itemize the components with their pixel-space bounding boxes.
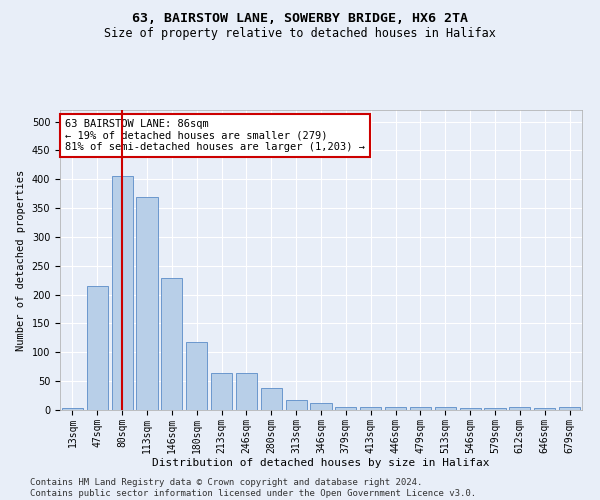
- Bar: [136, 196, 158, 410]
- Bar: [435, 407, 456, 410]
- Bar: [87, 286, 108, 410]
- Bar: [161, 278, 182, 410]
- X-axis label: Distribution of detached houses by size in Halifax: Distribution of detached houses by size …: [152, 458, 490, 468]
- Text: Size of property relative to detached houses in Halifax: Size of property relative to detached ho…: [104, 28, 496, 40]
- Bar: [62, 408, 83, 410]
- Bar: [360, 407, 381, 410]
- Text: 63, BAIRSTOW LANE, SOWERBY BRIDGE, HX6 2TA: 63, BAIRSTOW LANE, SOWERBY BRIDGE, HX6 2…: [132, 12, 468, 26]
- Bar: [410, 407, 431, 410]
- Bar: [186, 342, 207, 410]
- Bar: [112, 176, 133, 410]
- Bar: [509, 406, 530, 410]
- Bar: [335, 407, 356, 410]
- Bar: [559, 407, 580, 410]
- Bar: [460, 408, 481, 410]
- Bar: [211, 372, 232, 410]
- Bar: [484, 408, 506, 410]
- Y-axis label: Number of detached properties: Number of detached properties: [16, 170, 26, 350]
- Bar: [534, 408, 555, 410]
- Bar: [261, 388, 282, 410]
- Bar: [310, 403, 332, 410]
- Bar: [385, 407, 406, 410]
- Text: 63 BAIRSTOW LANE: 86sqm
← 19% of detached houses are smaller (279)
81% of semi-d: 63 BAIRSTOW LANE: 86sqm ← 19% of detache…: [65, 119, 365, 152]
- Bar: [236, 372, 257, 410]
- Bar: [286, 400, 307, 410]
- Text: Contains HM Land Registry data © Crown copyright and database right 2024.
Contai: Contains HM Land Registry data © Crown c…: [30, 478, 476, 498]
